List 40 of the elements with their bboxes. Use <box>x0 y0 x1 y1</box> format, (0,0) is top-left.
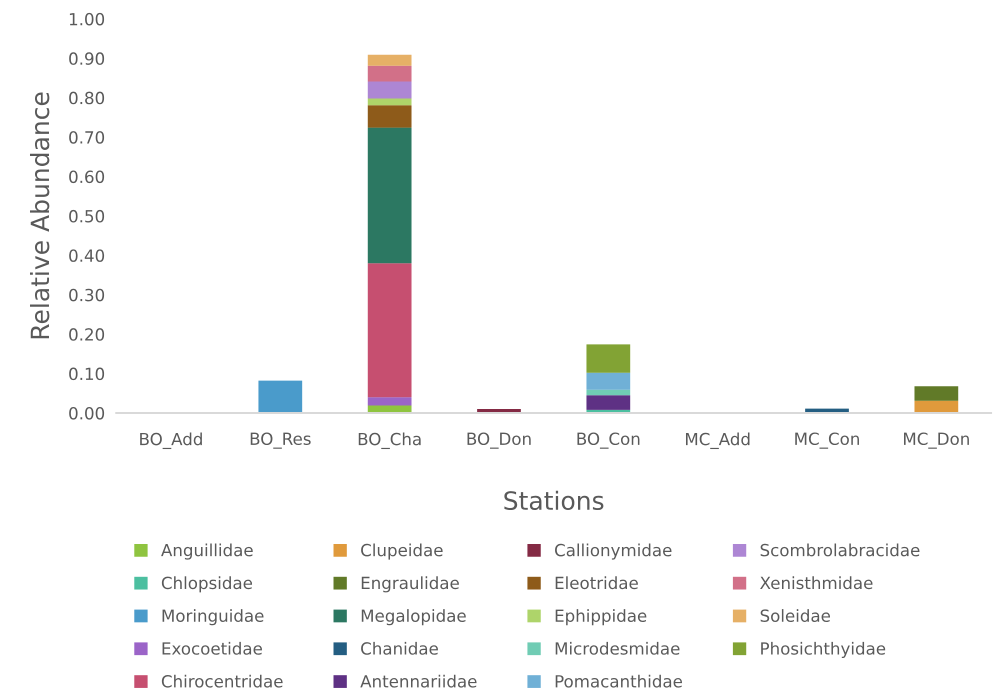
y-tick-label: 0.30 <box>69 288 104 302</box>
legend-label: Chirocentridae <box>162 674 283 688</box>
legend-label: Moringuidae <box>162 609 264 626</box>
legend-label: Phosichthyidae <box>761 642 886 658</box>
legend-label: Soleidae <box>760 609 830 622</box>
legend-label: Exocoetidae <box>162 642 262 655</box>
legend-label: Callionymidae <box>555 544 672 560</box>
y-tick-label: 0.00 <box>69 406 104 420</box>
y-tick-label: 0.70 <box>69 131 104 144</box>
legend-label: Scombrolabracidae <box>760 544 920 556</box>
y-tick-label: 0.20 <box>69 328 104 341</box>
x-tick-label: BO_Don <box>468 432 531 449</box>
legend-label: Chanidae <box>361 642 438 655</box>
x-tick-label: BO_Cha <box>358 432 421 450</box>
legend-label: Anguillidae <box>161 544 253 560</box>
x-tick-label: MC_Con <box>795 432 859 449</box>
legend-label: Megalopidae <box>362 609 466 626</box>
legend-label: Antennariidae <box>360 674 477 688</box>
x-tick-label: MC_Don <box>904 432 969 449</box>
y-tick-label: 0.50 <box>69 210 104 223</box>
x-axis-title: Stations <box>504 490 604 510</box>
legend-label: Clupeidae <box>361 544 443 560</box>
y-tick-label: 0.90 <box>69 52 104 65</box>
legend-label: Eleotridae <box>556 576 638 590</box>
x-tick-label: BO_Res <box>250 432 311 449</box>
legend-label: Engraulidae <box>362 576 459 592</box>
x-tick-label: MC_Add <box>686 432 750 450</box>
y-tick-label: 0.80 <box>69 92 104 104</box>
legend-label: Microdesmidae <box>556 642 680 655</box>
y-tick-label: 0.40 <box>69 249 104 262</box>
legend-label: Xenisthmidae <box>760 576 872 590</box>
x-tick-label: BO_Add <box>140 432 202 450</box>
y-tick-label: 1.00 <box>70 12 104 26</box>
legend-label: Ephippidae <box>556 609 646 626</box>
y-axis-title: Relative Abundance <box>30 92 50 338</box>
y-tick-label: 0.10 <box>69 368 104 380</box>
legend-label: Pomacanthidae <box>556 674 682 688</box>
x-tick-label: BO_Con <box>577 432 640 449</box>
legend-label: Chlopsidae <box>162 576 252 592</box>
y-tick-label: 0.60 <box>69 170 104 184</box>
